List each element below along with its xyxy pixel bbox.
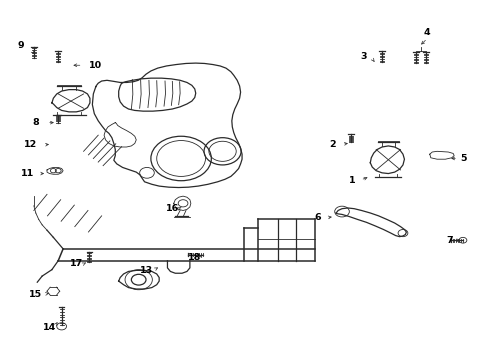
Text: 15: 15 — [29, 289, 42, 298]
Text: 14: 14 — [43, 323, 56, 332]
Text: 16: 16 — [165, 204, 179, 213]
Text: 5: 5 — [460, 154, 466, 163]
Text: 7: 7 — [445, 237, 452, 246]
Text: 4: 4 — [423, 28, 430, 37]
Text: 13: 13 — [140, 266, 153, 275]
Text: 1: 1 — [348, 176, 354, 185]
Text: 11: 11 — [21, 169, 34, 178]
Text: 17: 17 — [69, 259, 83, 268]
Text: 3: 3 — [360, 52, 366, 61]
Text: 2: 2 — [328, 140, 335, 149]
Text: 9: 9 — [18, 41, 24, 50]
Text: 6: 6 — [314, 213, 320, 222]
Text: 12: 12 — [24, 140, 38, 149]
Text: 8: 8 — [32, 118, 39, 127]
Text: 10: 10 — [89, 61, 102, 70]
Text: 18: 18 — [188, 253, 201, 262]
